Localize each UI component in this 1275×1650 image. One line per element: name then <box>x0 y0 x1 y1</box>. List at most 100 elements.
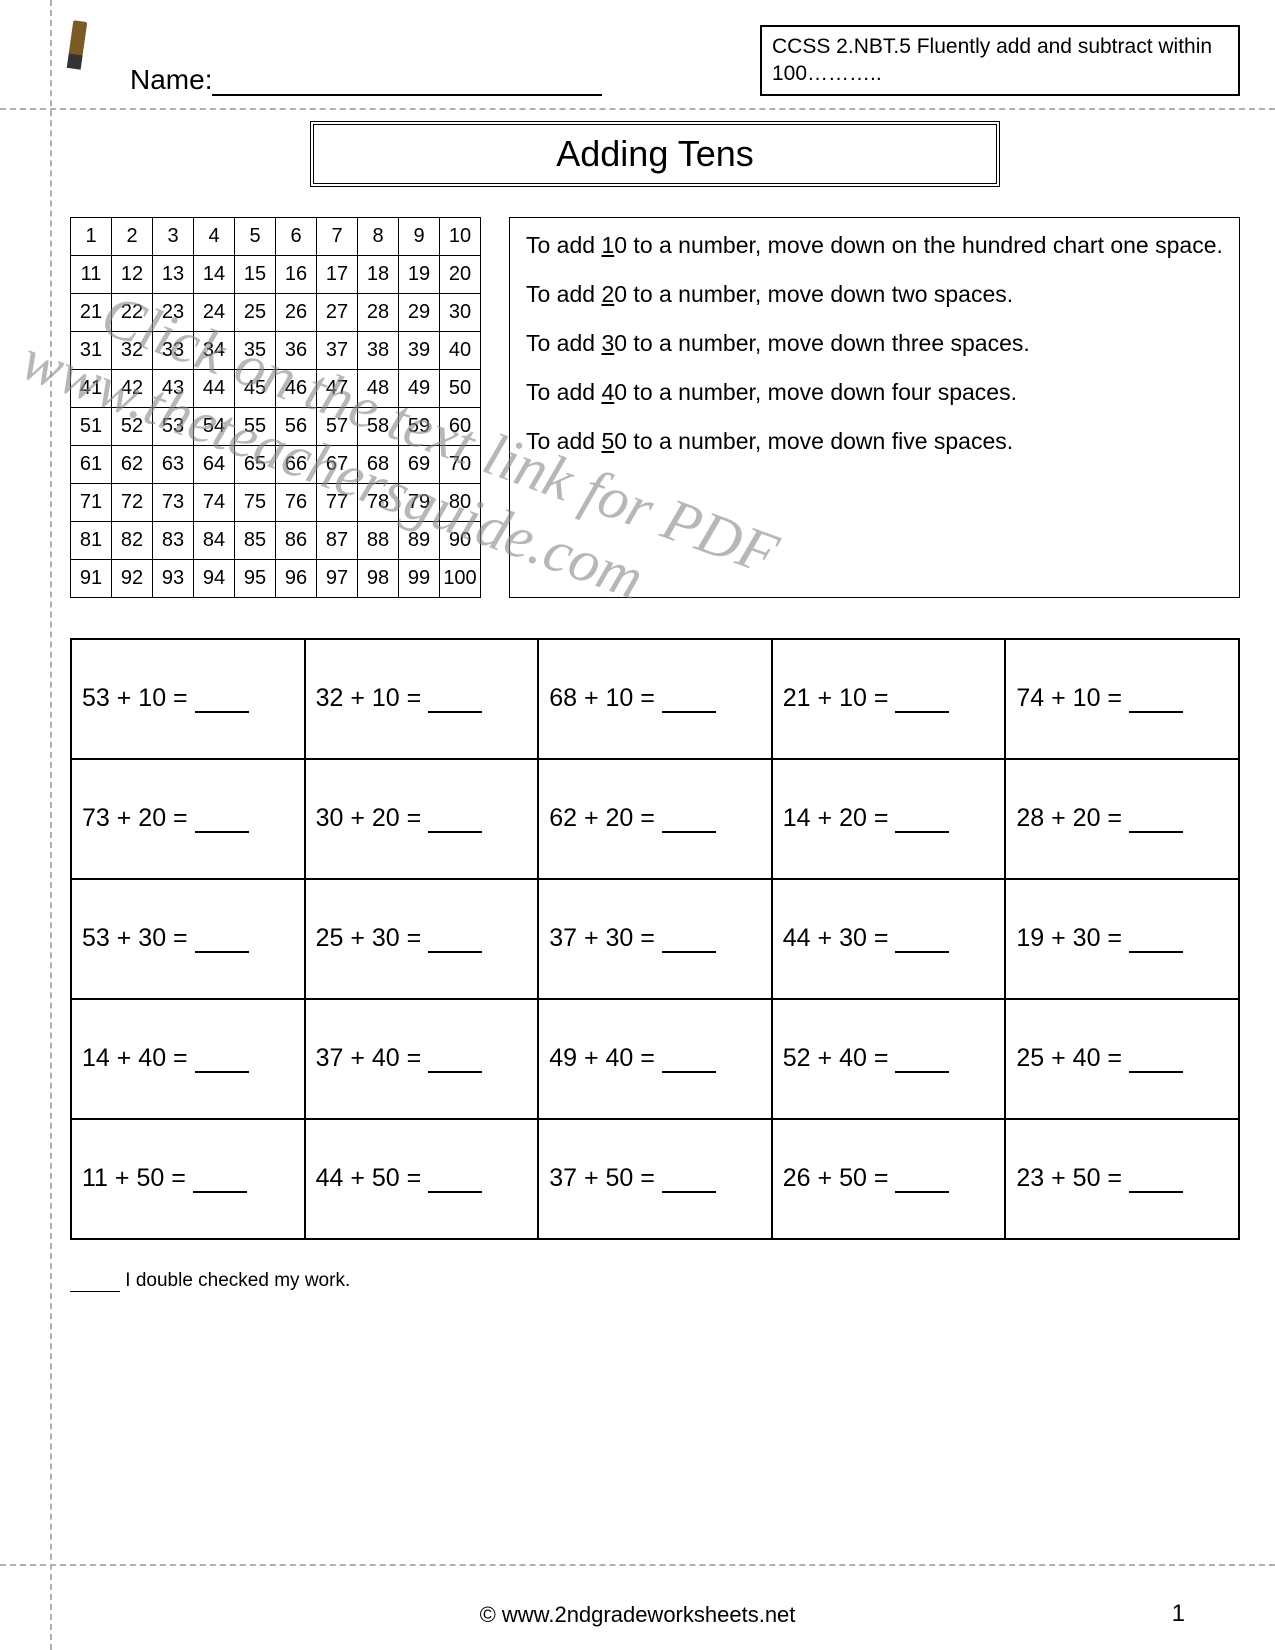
problem-cell[interactable]: 44 + 30 = <box>772 879 1006 999</box>
hundred-chart-cell: 50 <box>440 369 481 407</box>
answer-blank[interactable] <box>1129 711 1183 713</box>
answer-blank[interactable] <box>662 1191 716 1193</box>
problem-cell[interactable]: 49 + 40 = <box>538 999 772 1119</box>
answer-blank[interactable] <box>195 1071 249 1073</box>
problem-cell[interactable]: 37 + 40 = <box>305 999 539 1119</box>
answer-blank[interactable] <box>895 1191 949 1193</box>
problem-text: 52 + 40 = <box>783 1044 896 1072</box>
answer-blank[interactable] <box>895 831 949 833</box>
problem-text: 14 + 40 = <box>82 1044 195 1072</box>
hundred-chart-cell: 51 <box>71 407 112 445</box>
problem-text: 26 + 50 = <box>783 1164 896 1192</box>
problem-cell[interactable]: 23 + 50 = <box>1005 1119 1239 1239</box>
hundred-chart-cell: 72 <box>112 483 153 521</box>
problem-cell[interactable]: 68 + 10 = <box>538 639 772 759</box>
hundred-chart-cell: 26 <box>276 293 317 331</box>
answer-blank[interactable] <box>1129 1071 1183 1073</box>
problem-cell[interactable]: 74 + 10 = <box>1005 639 1239 759</box>
hundred-chart-cell: 39 <box>399 331 440 369</box>
hundred-chart-cell: 95 <box>235 559 276 597</box>
problem-cell[interactable]: 37 + 50 = <box>538 1119 772 1239</box>
problem-cell[interactable]: 53 + 10 = <box>71 639 305 759</box>
answer-blank[interactable] <box>1129 951 1183 953</box>
answer-blank[interactable] <box>195 831 249 833</box>
problems-table: 53 + 10 = 32 + 10 = 68 + 10 = 21 + 10 = … <box>70 638 1240 1240</box>
problem-text: 37 + 50 = <box>549 1164 662 1192</box>
cut-line-bottom <box>0 1564 1275 1566</box>
hundred-chart-cell: 54 <box>194 407 235 445</box>
answer-blank[interactable] <box>662 951 716 953</box>
hundred-chart-cell: 6 <box>276 217 317 255</box>
hundred-chart-cell: 16 <box>276 255 317 293</box>
hundred-chart-cell: 80 <box>440 483 481 521</box>
problem-cell[interactable]: 73 + 20 = <box>71 759 305 879</box>
problem-cell[interactable]: 14 + 20 = <box>772 759 1006 879</box>
answer-blank[interactable] <box>428 1071 482 1073</box>
chart-and-instructions: 1234567891011121314151617181920212223242… <box>70 217 1240 598</box>
problem-cell[interactable]: 19 + 30 = <box>1005 879 1239 999</box>
answer-blank[interactable] <box>895 711 949 713</box>
answer-blank[interactable] <box>193 1191 247 1193</box>
answer-blank[interactable] <box>428 831 482 833</box>
problem-cell[interactable]: 37 + 30 = <box>538 879 772 999</box>
answer-blank[interactable] <box>662 1071 716 1073</box>
hundred-chart-cell: 56 <box>276 407 317 445</box>
hundred-chart-cell: 98 <box>358 559 399 597</box>
hundred-chart-cell: 15 <box>235 255 276 293</box>
hundred-chart-cell: 58 <box>358 407 399 445</box>
hundred-chart-cell: 38 <box>358 331 399 369</box>
problem-cell[interactable]: 28 + 20 = <box>1005 759 1239 879</box>
name-field: Name: <box>130 64 602 96</box>
worksheet-page: Name: CCSS 2.NBT.5 Fluently add and subt… <box>70 25 1240 1292</box>
answer-blank[interactable] <box>428 1191 482 1193</box>
answer-blank[interactable] <box>195 951 249 953</box>
hundred-chart-cell: 82 <box>112 521 153 559</box>
problem-cell[interactable]: 44 + 50 = <box>305 1119 539 1239</box>
problem-cell[interactable]: 14 + 40 = <box>71 999 305 1119</box>
check-text: I double checked my work. <box>120 1270 350 1291</box>
hundred-chart-cell: 2 <box>112 217 153 255</box>
problem-cell[interactable]: 32 + 10 = <box>305 639 539 759</box>
problem-text: 74 + 10 = <box>1016 684 1129 712</box>
hundred-chart-cell: 13 <box>153 255 194 293</box>
self-check-line: I double checked my work. <box>70 1270 1240 1292</box>
answer-blank[interactable] <box>1129 1191 1183 1193</box>
answer-blank[interactable] <box>1129 831 1183 833</box>
hundred-chart-cell: 34 <box>194 331 235 369</box>
problem-cell[interactable]: 30 + 20 = <box>305 759 539 879</box>
hundred-chart-cell: 52 <box>112 407 153 445</box>
hundred-chart-cell: 59 <box>399 407 440 445</box>
answer-blank[interactable] <box>662 711 716 713</box>
problem-cell[interactable]: 21 + 10 = <box>772 639 1006 759</box>
answer-blank[interactable] <box>428 711 482 713</box>
answer-blank[interactable] <box>662 831 716 833</box>
problem-cell[interactable]: 26 + 50 = <box>772 1119 1006 1239</box>
check-blank[interactable] <box>70 1291 120 1292</box>
hundred-chart-cell: 29 <box>399 293 440 331</box>
hundred-chart-cell: 36 <box>276 331 317 369</box>
problem-cell[interactable]: 25 + 30 = <box>305 879 539 999</box>
answer-blank[interactable] <box>895 951 949 953</box>
instruction-line: To add 30 to a number, move down three s… <box>526 328 1223 359</box>
hundred-chart-cell: 96 <box>276 559 317 597</box>
answer-blank[interactable] <box>428 951 482 953</box>
problem-cell[interactable]: 62 + 20 = <box>538 759 772 879</box>
hundred-chart-cell: 64 <box>194 445 235 483</box>
hundred-chart-cell: 66 <box>276 445 317 483</box>
hundred-chart-cell: 14 <box>194 255 235 293</box>
answer-blank[interactable] <box>195 711 249 713</box>
hundred-chart-cell: 47 <box>317 369 358 407</box>
problem-cell[interactable]: 25 + 40 = <box>1005 999 1239 1119</box>
problem-cell[interactable]: 53 + 30 = <box>71 879 305 999</box>
hundred-chart-cell: 63 <box>153 445 194 483</box>
problem-cell[interactable]: 52 + 40 = <box>772 999 1006 1119</box>
hundred-chart-cell: 88 <box>358 521 399 559</box>
hundred-chart-cell: 33 <box>153 331 194 369</box>
hundred-chart-cell: 9 <box>399 217 440 255</box>
hundred-chart-cell: 17 <box>317 255 358 293</box>
answer-blank[interactable] <box>895 1071 949 1073</box>
name-blank-line[interactable] <box>212 94 602 96</box>
hundred-chart-cell: 67 <box>317 445 358 483</box>
problem-cell[interactable]: 11 + 50 = <box>71 1119 305 1239</box>
hundred-chart-cell: 55 <box>235 407 276 445</box>
